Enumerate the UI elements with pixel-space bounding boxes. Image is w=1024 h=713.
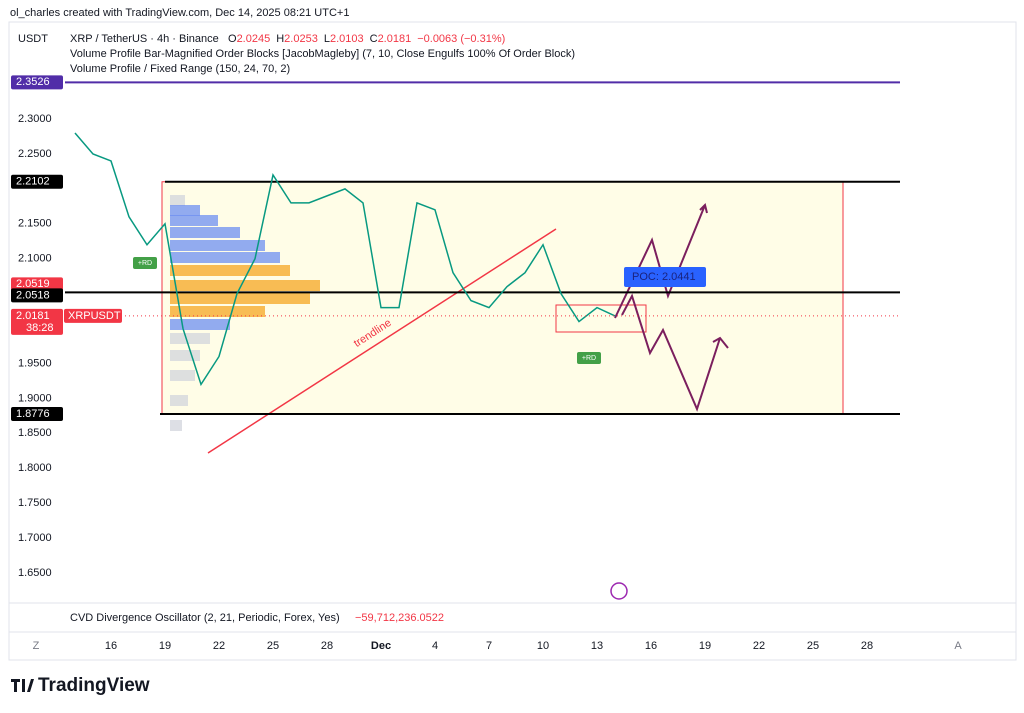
alert-icon[interactable] bbox=[610, 582, 628, 600]
x-tick-label: 10 bbox=[537, 640, 549, 652]
volume-profile-bar bbox=[170, 280, 320, 291]
x-tick-label: Dec bbox=[371, 640, 391, 652]
level-tag-label: 2.0518 bbox=[16, 289, 50, 301]
volume-profile-bar bbox=[170, 252, 280, 263]
ohlc-value: 2.0245 bbox=[237, 33, 271, 45]
x-tick-label: 16 bbox=[645, 640, 657, 652]
volume-profile-bar bbox=[170, 227, 240, 238]
volume-profile-bar bbox=[170, 205, 200, 216]
y-tick-label: 1.7500 bbox=[18, 497, 52, 509]
x-tick-label: 16 bbox=[105, 640, 117, 652]
signal-badge bbox=[577, 352, 601, 364]
frame bbox=[8, 21, 1017, 661]
volume-profile-bar bbox=[170, 395, 188, 406]
volume-profile-bar bbox=[170, 195, 185, 206]
trendline bbox=[207, 228, 557, 454]
level-tag-label: 2.3526 bbox=[16, 76, 50, 88]
countdown: 38:28 bbox=[26, 322, 54, 334]
y-tick-label: 1.7000 bbox=[18, 532, 52, 544]
x-tick-label: 22 bbox=[753, 640, 765, 652]
level-tag bbox=[11, 407, 63, 422]
x-tick-label: 25 bbox=[807, 640, 819, 652]
volume-profile-bar bbox=[170, 215, 218, 226]
y-tick-label: 1.6500 bbox=[18, 567, 52, 579]
volume-profile-bar bbox=[170, 420, 182, 431]
ohlc-key: O bbox=[228, 33, 237, 45]
x-tick-label: 4 bbox=[432, 640, 438, 652]
y-tick-label: 2.1500 bbox=[18, 218, 52, 230]
level-tag-label: 2.0519 bbox=[16, 278, 50, 290]
x-tick-label: 22 bbox=[213, 640, 225, 652]
y-tick-label: 1.9500 bbox=[18, 357, 52, 369]
volume-profile-bar bbox=[170, 240, 265, 251]
x-tick-label: 7 bbox=[486, 640, 492, 652]
indicator: Volume Profile Bar-Magnified Order Block… bbox=[70, 48, 575, 60]
x-tick-label: 28 bbox=[321, 640, 333, 652]
oscillator: CVD Divergence Oscillator (2, 21, Period… bbox=[70, 612, 340, 624]
y-tick-label: 2.2500 bbox=[18, 148, 52, 160]
ohlc-value: 2.0103 bbox=[330, 33, 364, 45]
volume-profile-bar bbox=[170, 370, 195, 381]
ohlc-key: C bbox=[370, 33, 378, 45]
order-block bbox=[555, 304, 647, 333]
change: −0.0063 (−0.31%) bbox=[417, 33, 505, 45]
ohlc-key: L bbox=[324, 33, 330, 45]
attribution: ol_charles created with TradingView.com,… bbox=[10, 7, 349, 19]
volume-profile-bar bbox=[170, 306, 265, 317]
level-tag-label: 2.2102 bbox=[16, 176, 50, 188]
symbol-tag-label: XRPUSDT bbox=[68, 310, 121, 322]
signal-label: +RD bbox=[138, 260, 152, 267]
level-tag-label: 1.8776 bbox=[16, 408, 50, 420]
volume-profile-bar bbox=[170, 265, 290, 276]
x-tick-label: 19 bbox=[699, 640, 711, 652]
last-price-label: 2.0181 bbox=[16, 310, 50, 322]
x-tick-label: 25 bbox=[267, 640, 279, 652]
y-tick-label: 1.8000 bbox=[18, 462, 52, 474]
level-tag bbox=[11, 75, 63, 90]
symbol: XRP / TetherUS · 4h · Binance bbox=[70, 33, 219, 45]
ohlc-key: H bbox=[276, 33, 284, 45]
indicator: Volume Profile / Fixed Range (150, 24, 7… bbox=[70, 63, 290, 75]
currency: USDT bbox=[18, 33, 48, 45]
brand-logo bbox=[11, 679, 34, 692]
x-tick-label: 19 bbox=[159, 640, 171, 652]
symbol-tag bbox=[64, 308, 122, 323]
x-tick-label: 28 bbox=[861, 640, 873, 652]
oscillator-value: −59,712,236.0522 bbox=[355, 612, 444, 624]
projection bbox=[621, 293, 729, 412]
price-line bbox=[74, 132, 616, 387]
poc-label: POC: 2.0441 bbox=[632, 271, 696, 283]
level-tag bbox=[11, 288, 63, 303]
axis-button[interactable]: A bbox=[954, 640, 962, 652]
level-tag bbox=[11, 277, 63, 292]
axis-button[interactable]: Z bbox=[33, 640, 40, 652]
y-tick-label: 2.3000 bbox=[18, 113, 52, 125]
y-tick-label: 2.1000 bbox=[18, 253, 52, 265]
signal-label: +RD bbox=[582, 355, 596, 362]
volume-profile-bar bbox=[170, 333, 210, 344]
level-tag bbox=[11, 174, 63, 189]
last-price-tag bbox=[11, 308, 63, 335]
brand: TradingView bbox=[38, 675, 150, 696]
y-tick-label: 1.9000 bbox=[18, 392, 52, 404]
signal-badge bbox=[133, 257, 157, 269]
ohlc: O2.0245 H2.0253 L2.0103 C2.0181 −0.0063 (−0.… bbox=[228, 33, 505, 45]
x-tick-label: 13 bbox=[591, 640, 603, 652]
ohlc-value: 2.0181 bbox=[378, 33, 412, 45]
volume-profile-bar bbox=[170, 319, 230, 330]
y-tick-label: 1.8500 bbox=[18, 427, 52, 439]
volume-profile-bar bbox=[170, 350, 200, 361]
ohlc-value: 2.0253 bbox=[284, 33, 318, 45]
volume-profile-bar bbox=[170, 293, 310, 304]
poc-box bbox=[624, 267, 706, 287]
